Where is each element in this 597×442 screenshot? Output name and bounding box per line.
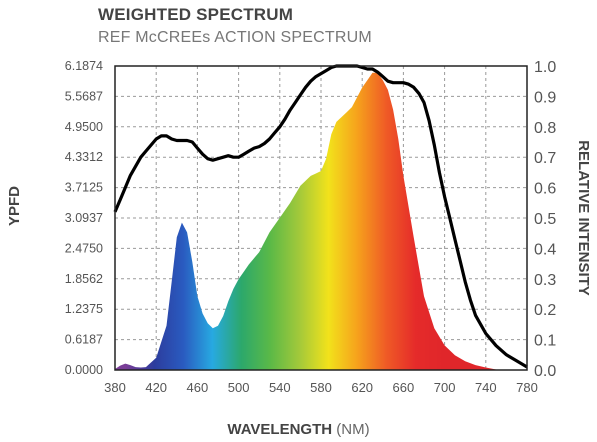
y-right-tick-label: 0.5: [534, 211, 556, 228]
x-axis-label-unit: (NM): [336, 421, 370, 438]
y-right-tick-label: 0.9: [534, 89, 556, 106]
y-left-tick-label: 2.4750: [65, 241, 103, 255]
y-left-tick-label: 0.0000: [65, 363, 103, 377]
x-tick-label: 700: [434, 380, 456, 395]
weighted-area-layer: [115, 72, 497, 371]
y-right-tick-label: 0.2: [534, 302, 556, 319]
y-right-tick-label: 0.4: [534, 241, 556, 258]
x-tick-label: 660: [393, 380, 415, 395]
x-tick-label: 620: [351, 380, 373, 395]
y-left-tick-label: 4.9500: [65, 120, 103, 134]
x-tick-label: 380: [104, 380, 126, 395]
x-tick-label: 460: [187, 380, 209, 395]
y-right-tick-label: 0.6: [534, 181, 556, 198]
y-right-tick-label: 0.1: [534, 333, 556, 350]
relative-intensity-layer: [113, 64, 528, 369]
x-tick-label: 420: [145, 380, 167, 395]
x-axis-label: WAVELENGTH (NM): [0, 421, 597, 438]
y-right-tick-label: 1.0: [534, 59, 556, 76]
chart-title: WEIGHTED SPECTRUM: [98, 5, 294, 24]
y-right-tick-label: 0.3: [534, 272, 556, 289]
plot-frame: [114, 65, 528, 371]
x-tick-label: 500: [228, 380, 250, 395]
x-tick-label: 540: [269, 380, 291, 395]
x-axis-label-main: WAVELENGTH: [227, 421, 333, 438]
y-left-tick-label: 6.1874: [65, 59, 103, 73]
y-right-tick-label: 0.7: [534, 150, 556, 167]
y-left-tick-label: 3.0937: [65, 211, 103, 225]
x-tick-label: 580: [310, 380, 332, 395]
y-left-tick-label: 4.3312: [65, 150, 103, 164]
relative-intensity-line: [113, 64, 528, 369]
y-right-tick-label: 0.0: [534, 363, 556, 380]
y-left-tick-label: 0.6187: [65, 333, 103, 347]
weighted-spectrum-area: [115, 72, 497, 371]
y-left-tick-label: 1.8562: [65, 272, 103, 286]
x-tick-label: 740: [475, 380, 497, 395]
y-right-tick-label: 0.8: [534, 120, 556, 137]
y-left-tick-label: 1.2375: [65, 302, 103, 316]
tick-labels: 380 420 460 500 540 580 620 660 700 740 780 0.0000 0…: [65, 59, 557, 395]
y-left-tick-label: 5.5687: [65, 89, 103, 103]
y-left-tick-label: 3.7125: [65, 181, 103, 195]
x-tick-label: 780: [516, 380, 538, 395]
chart-subtitle: REF McCREEs ACTION SPECTRUM: [98, 29, 372, 46]
